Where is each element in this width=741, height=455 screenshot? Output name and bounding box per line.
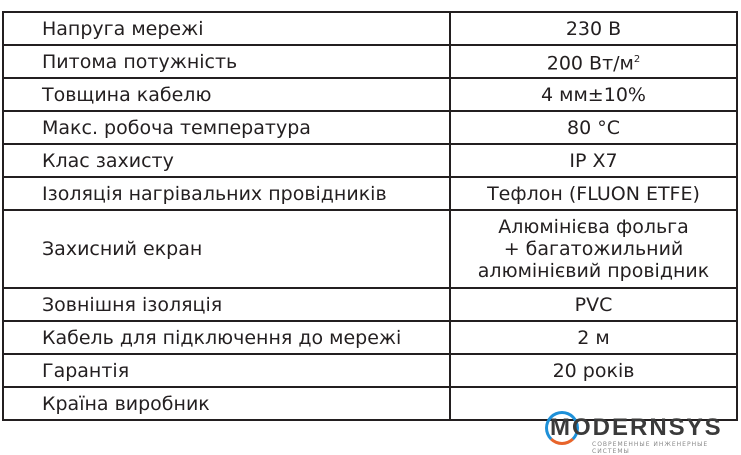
table-row: Товщина кабелю 4 мм±10%	[2, 77, 738, 112]
spec-label: Макс. робоча температура	[2, 110, 451, 145]
spec-label: Питома потужність	[2, 44, 451, 79]
spec-value: 200 Вт/м2	[449, 44, 738, 79]
spec-value: Тефлон (FLUON ETFE)	[449, 176, 738, 211]
spec-value-text: 2 м	[577, 326, 610, 349]
spec-label: Ізоляція нагрівальних провідників	[2, 176, 451, 211]
spec-label: Країна виробник	[2, 386, 451, 421]
spec-value	[449, 386, 738, 421]
spec-label: Клас захисту	[2, 143, 451, 178]
spec-value: 20 років	[449, 353, 738, 388]
spec-value-text: PVC	[574, 293, 613, 316]
spec-label: Захисний екран	[2, 209, 451, 289]
superscript: 2	[633, 53, 641, 65]
spec-value: IP X7	[449, 143, 738, 178]
spec-value-text: 20 років	[552, 359, 635, 382]
spec-value-text: 80 °С	[567, 116, 620, 139]
table-row: Клас захисту IP X7	[2, 143, 738, 178]
watermark-logo: MODERNSYS СОВРЕМЕННЫЕ ИНЖЕНЕРНЫЕ СИСТЕМЫ	[542, 408, 741, 455]
table-row: Захисний екран Алюмінієва фольга + багато…	[2, 209, 738, 289]
logo-tagline: СОВРЕМЕННЫЕ ИНЖЕНЕРНЫЕ СИСТЕМЫ	[592, 441, 709, 455]
table-row: Країна виробник	[2, 386, 738, 421]
spec-value-text: IP X7	[569, 149, 618, 172]
logo-ring-icon	[545, 411, 579, 445]
logo-text: MODERNSYS	[550, 414, 723, 441]
spec-value-text: Тефлон (FLUON ETFE)	[487, 182, 700, 205]
spec-value-text: Алюмінієва фольга + багатожильний алюмін…	[477, 216, 710, 282]
spec-value: 230 В	[449, 11, 738, 46]
table-row: Зовнішня ізоляція PVC	[2, 287, 738, 322]
table-row: Питома потужність 200 Вт/м2	[2, 44, 738, 79]
spec-table: Напруга мережі 230 В Питома потужність 200 …	[2, 11, 738, 421]
spec-value-text: 230 В	[565, 17, 622, 40]
table-row: Напруга мережі 230 В	[2, 11, 738, 46]
spec-value-text: 200 Вт/м	[546, 52, 634, 75]
spec-value: PVC	[449, 287, 738, 322]
spec-label: Зовнішня ізоляція	[2, 287, 451, 322]
spec-label: Кабель для підключення до мережі	[2, 320, 451, 355]
spec-value: 2 м	[449, 320, 738, 355]
spec-label: Гарантія	[2, 353, 451, 388]
spec-value: 4 мм±10%	[449, 77, 738, 112]
table-row: Ізоляція нагрівальних провідників Тефлон …	[2, 176, 738, 211]
table-row: Макс. робоча температура 80 °С	[2, 110, 738, 145]
spec-value-text: 4 мм±10%	[541, 83, 646, 106]
spec-label: Товщина кабелю	[2, 77, 451, 112]
table-row: Гарантія 20 років	[2, 353, 738, 388]
spec-value: Алюмінієва фольга + багатожильний алюмін…	[449, 209, 738, 289]
spec-label: Напруга мережі	[2, 11, 451, 46]
table-row: Кабель для підключення до мережі 2 м	[2, 320, 738, 355]
spec-value: 80 °С	[449, 110, 738, 145]
